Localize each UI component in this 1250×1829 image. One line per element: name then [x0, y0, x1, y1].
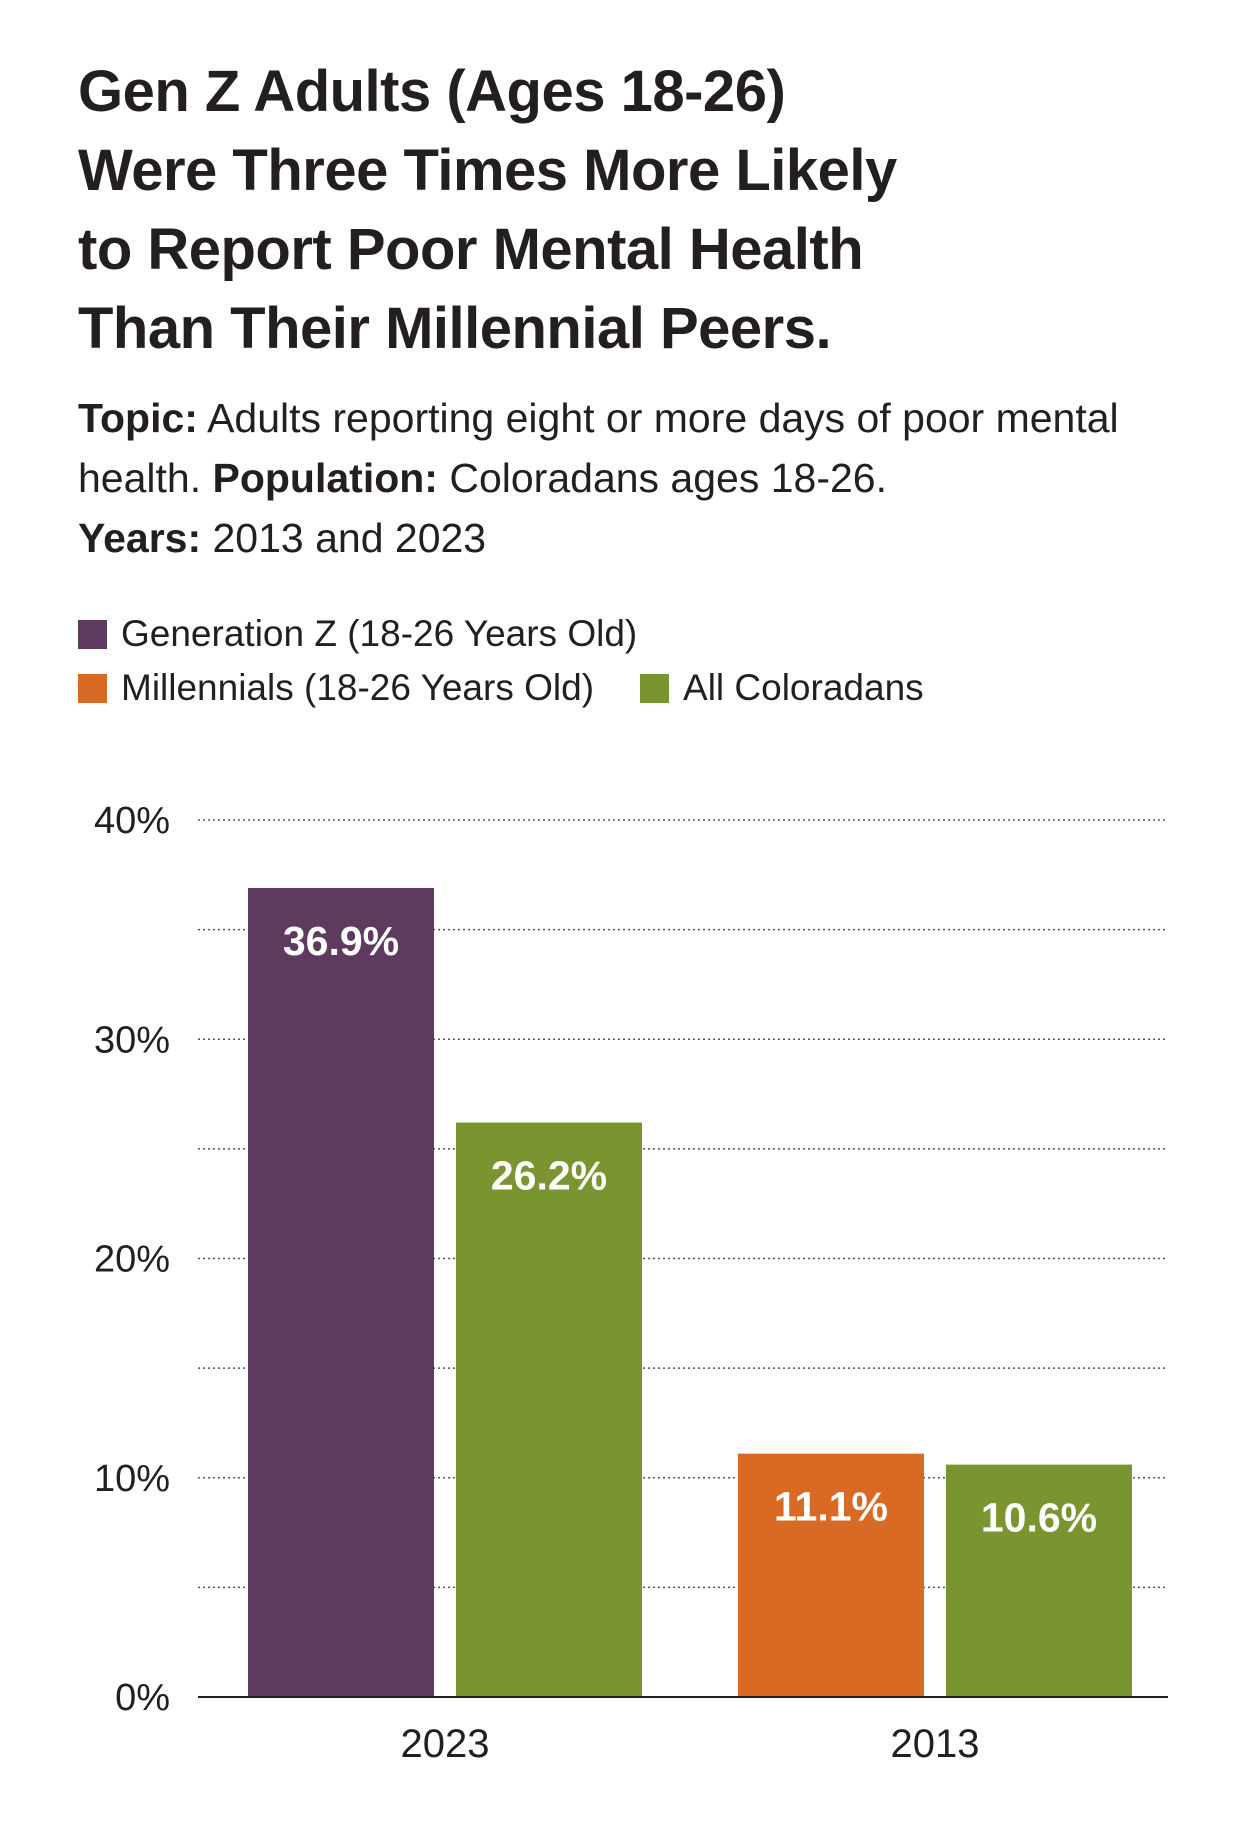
legend-label-all-coloradans: All Coloradans [683, 667, 924, 708]
y-tick-label: 20% [94, 1239, 170, 1281]
bar [456, 1122, 642, 1697]
data-label: 11.1% [774, 1484, 888, 1530]
x-tick-label: 2013 [891, 1722, 980, 1760]
chart-title: Gen Z Adults (Ages 18-26) Were Three Tim… [78, 52, 1178, 368]
topic-label: Topic: [78, 395, 198, 441]
legend-item-gen-z: Generation Z (18-26 Years Old) [78, 608, 637, 660]
bar [248, 887, 434, 1697]
legend-swatch-gen-z [78, 619, 107, 649]
data-label: 36.9% [283, 918, 399, 964]
x-tick-label: 2023 [401, 1722, 490, 1760]
bar-chart: 0% 10% 20% 30% 40% 11.1% 10.6% 36.9% 26.2% 2023 20… [94, 800, 1168, 1760]
title-line-3: to Report Poor Mental Health [78, 217, 864, 282]
title-line-4: Than Their Millennial Peers. [78, 296, 832, 361]
data-label: 10.6% [981, 1495, 1097, 1541]
bar [946, 1464, 1132, 1697]
legend-item-millennials: Millennials (18-26 Years Old) [78, 662, 594, 714]
legend-swatch-all-coloradans [640, 673, 670, 703]
y-tick-label: 10% [94, 1458, 170, 1500]
y-tick-label: 40% [94, 800, 170, 842]
y-tick-label: 30% [94, 1019, 170, 1061]
legend-label-millennials: Millennials (18-26 Years Old) [121, 667, 595, 708]
legend-swatch-millennials [78, 673, 107, 703]
data-label: 26.2% [491, 1153, 607, 1199]
chart-subtitle: Topic: Adults reporting eight or more da… [78, 388, 1198, 568]
population-label: Population: [212, 455, 438, 501]
legend-item-all-coloradans: All Coloradans [640, 662, 924, 714]
title-line-1: Gen Z Adults (Ages 18-26) [78, 59, 786, 124]
population-text: Coloradans ages 18-26. [437, 455, 887, 501]
bar [738, 1453, 924, 1697]
title-line-2: Were Three Times More Likely [78, 138, 897, 203]
topic-text: Adults reporting eight or more days of p… [78, 395, 1119, 501]
chart-legend: Generation Z (18-26 Years Old) Millennia… [78, 608, 970, 716]
years-label: Years: [78, 515, 202, 561]
years-text: 2013 and 2023 [201, 515, 487, 561]
legend-label-gen-z: Generation Z (18-26 Years Old) [121, 613, 638, 654]
y-tick-label: 0% [115, 1677, 170, 1719]
